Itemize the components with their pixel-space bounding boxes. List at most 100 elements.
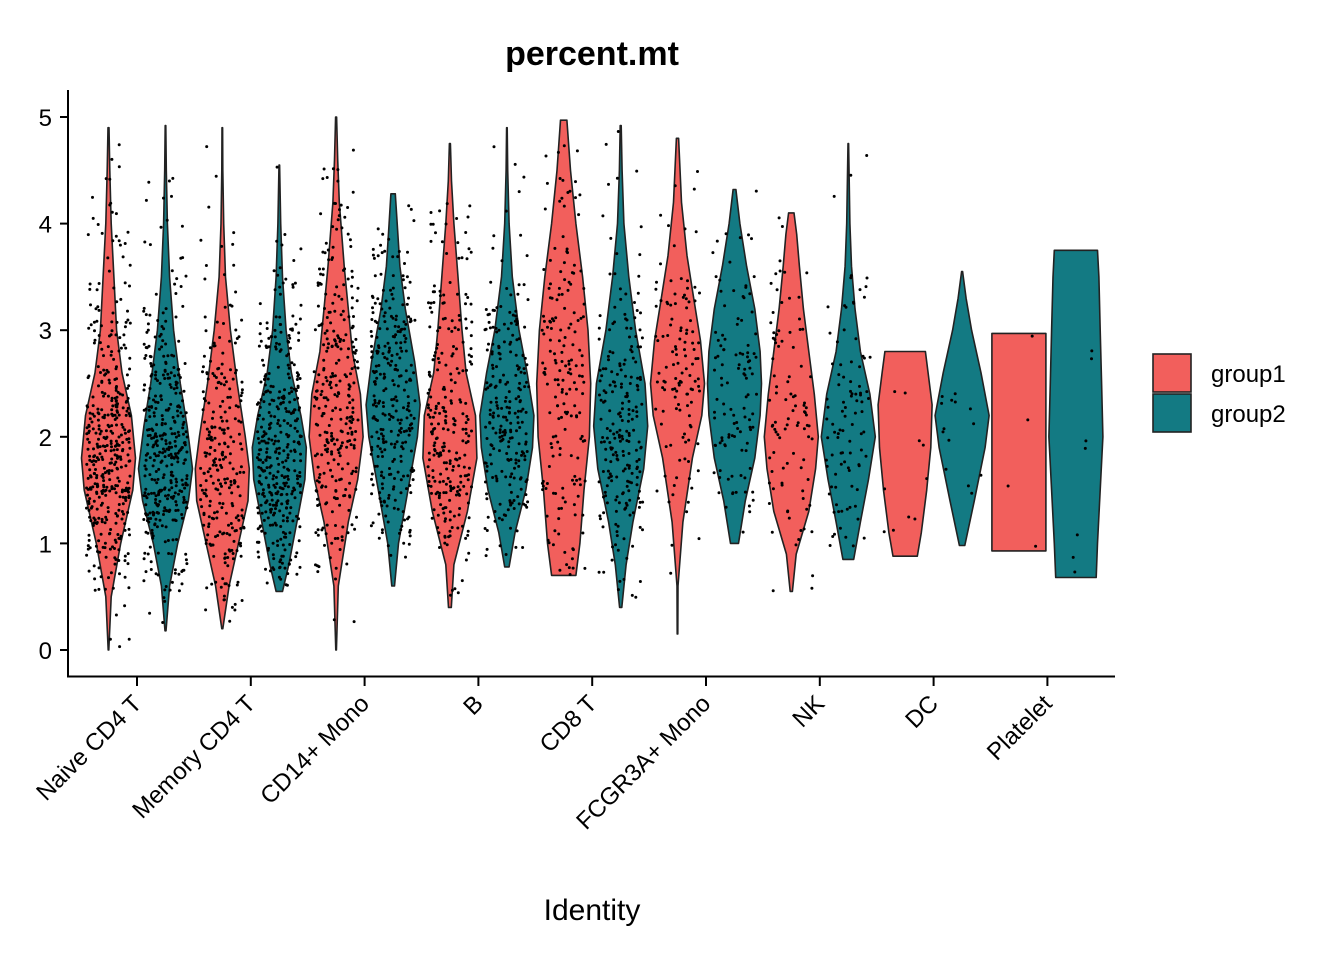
data-point <box>270 493 274 497</box>
data-point <box>215 386 218 390</box>
data-point <box>322 396 326 400</box>
data-point <box>825 397 829 401</box>
data-point <box>380 251 384 255</box>
data-point <box>654 304 658 308</box>
data-point <box>689 425 693 429</box>
data-point <box>505 452 509 455</box>
data-point <box>630 345 634 348</box>
data-point <box>399 346 403 350</box>
data-point <box>89 506 93 510</box>
data-point <box>218 426 222 430</box>
data-point <box>178 391 182 395</box>
data-point <box>144 453 148 457</box>
data-point <box>625 326 629 330</box>
data-point <box>320 453 324 457</box>
data-point <box>201 408 205 412</box>
data-point <box>543 207 547 211</box>
data-point <box>441 449 445 453</box>
data-point <box>104 372 108 376</box>
data-point <box>767 502 771 505</box>
data-point <box>741 295 745 298</box>
data-point <box>562 204 566 208</box>
data-point <box>119 465 123 469</box>
data-point <box>831 362 834 366</box>
data-point <box>114 405 118 409</box>
data-point <box>785 423 789 427</box>
data-point <box>843 460 847 464</box>
data-point <box>452 345 455 348</box>
data-point <box>775 385 779 389</box>
data-point <box>371 369 375 373</box>
data-point <box>351 410 355 414</box>
data-point <box>277 446 281 450</box>
data-point <box>382 476 386 480</box>
data-point <box>436 343 439 346</box>
data-point <box>327 424 331 427</box>
data-point <box>95 319 99 323</box>
data-point <box>850 392 854 396</box>
data-point <box>322 167 326 171</box>
data-point <box>396 418 400 422</box>
data-point <box>458 488 462 492</box>
data-point <box>277 396 281 400</box>
data-point <box>126 396 130 400</box>
data-point <box>581 531 585 535</box>
data-point <box>722 412 726 416</box>
data-point <box>467 516 471 520</box>
data-point <box>91 216 95 220</box>
data-point <box>152 411 156 415</box>
data-point <box>317 476 321 480</box>
data-point <box>325 379 329 383</box>
data-point <box>97 308 101 312</box>
data-point <box>387 350 391 354</box>
data-point <box>608 441 612 444</box>
data-point <box>789 392 793 396</box>
data-point <box>392 485 396 489</box>
data-point <box>181 304 185 308</box>
data-point <box>149 560 153 564</box>
data-point <box>384 387 388 391</box>
data-point <box>180 570 184 573</box>
data-point <box>174 444 178 448</box>
data-point <box>561 496 565 500</box>
data-point <box>263 531 267 535</box>
data-point <box>808 503 812 507</box>
data-point <box>146 328 150 332</box>
data-point <box>489 383 493 387</box>
data-point <box>271 523 275 527</box>
data-point <box>319 212 323 216</box>
data-point <box>280 561 284 565</box>
data-point <box>616 130 620 133</box>
data-point <box>325 438 329 442</box>
data-point <box>114 491 118 495</box>
data-point <box>116 533 120 536</box>
data-point <box>783 270 787 274</box>
data-point <box>404 322 408 326</box>
data-point <box>514 461 518 465</box>
data-point <box>337 336 341 340</box>
data-point <box>234 290 238 294</box>
data-point <box>492 234 496 238</box>
data-point <box>452 430 456 434</box>
data-point <box>516 292 520 296</box>
data-point <box>395 352 399 356</box>
data-point <box>228 339 232 343</box>
data-point <box>485 348 489 352</box>
data-point <box>333 393 337 397</box>
data-point <box>407 204 411 208</box>
data-point <box>272 557 276 561</box>
data-point <box>142 342 146 346</box>
data-point <box>286 453 290 457</box>
data-point <box>515 451 518 455</box>
data-point <box>223 552 227 556</box>
data-point <box>625 391 629 395</box>
data-point <box>484 387 488 391</box>
data-point <box>453 587 457 591</box>
data-point <box>667 224 670 228</box>
data-point <box>277 342 281 346</box>
data-point <box>775 288 779 292</box>
data-point <box>347 394 351 398</box>
x-tick-label: Naive CD4 T <box>31 690 147 806</box>
data-point <box>408 378 412 382</box>
data-point <box>263 469 267 473</box>
